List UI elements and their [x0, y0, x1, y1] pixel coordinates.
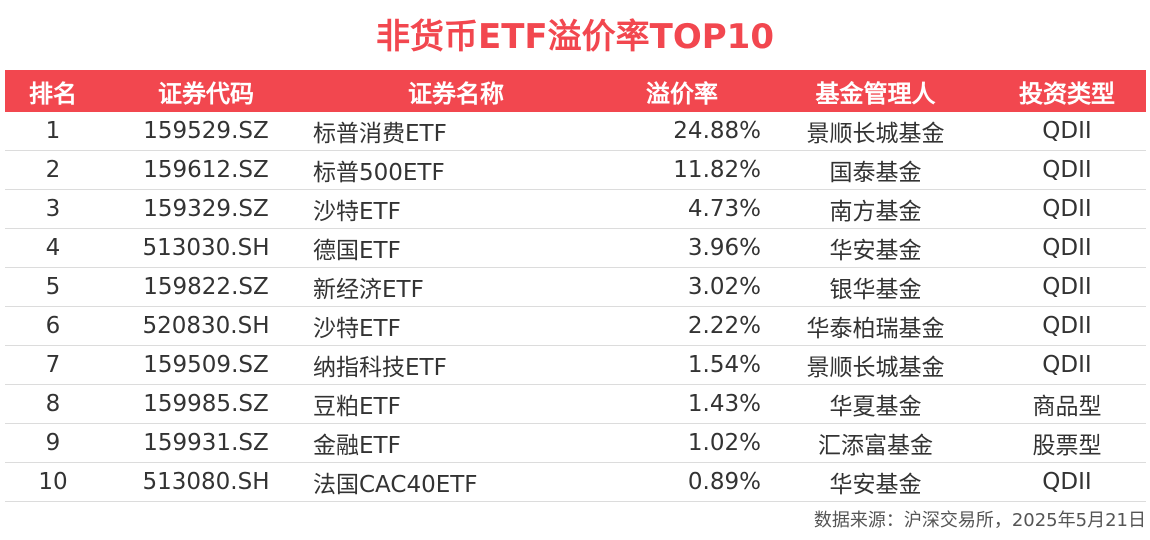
- cell-code: 159822.SZ: [143, 274, 269, 300]
- cell-type: QDII: [1042, 469, 1092, 495]
- table-header-row: 排名 证券代码 证券名称 溢价率 基金管理人 投资类型: [5, 70, 1146, 112]
- chart-title: 非货币ETF溢价率TOP10: [376, 17, 774, 57]
- table-row: 6 520830.SH 沙特ETF 2.22% 华泰柏瑞基金 QDII: [5, 307, 1146, 346]
- cell-rank: 1: [45, 118, 61, 144]
- table-row: 1 159529.SZ 标普消费ETF 24.88% 景顺长城基金 QDII: [5, 112, 1146, 151]
- cell-type: QDII: [1042, 196, 1092, 222]
- cell-code: 513080.SH: [142, 469, 270, 495]
- cell-manager: 景顺长城基金: [806, 121, 945, 147]
- cell-rank: 3: [45, 196, 61, 222]
- cell-name: 豆粕ETF: [313, 394, 401, 420]
- table-row: 3 159329.SZ 沙特ETF 4.73% 南方基金 QDII: [5, 190, 1146, 229]
- cell-manager: 华安基金: [829, 238, 922, 264]
- cell-code: 159509.SZ: [143, 352, 269, 378]
- cell-rank: 4: [45, 235, 61, 261]
- cell-name: 标普500ETF: [313, 160, 445, 186]
- cell-rank: 8: [45, 391, 61, 417]
- cell-premium: 0.89%: [687, 469, 761, 495]
- cell-premium: 24.88%: [673, 118, 761, 144]
- cell-type: 商品型: [1032, 394, 1102, 420]
- cell-name: 沙特ETF: [313, 199, 401, 225]
- cell-type: QDII: [1042, 118, 1092, 144]
- header-rank: 排名: [29, 79, 77, 108]
- header-name: 证券名称: [408, 79, 504, 108]
- cell-premium: 3.02%: [687, 274, 761, 300]
- cell-code: 159612.SZ: [143, 157, 269, 183]
- cell-code: 520830.SH: [142, 313, 270, 339]
- cell-manager: 景顺长城基金: [806, 355, 945, 381]
- cell-type: 股票型: [1032, 433, 1102, 459]
- header-code: 证券代码: [158, 79, 254, 108]
- cell-type: QDII: [1042, 235, 1092, 261]
- table-row: 10 513080.SH 法国CAC40ETF 0.89% 华安基金 QDII: [5, 463, 1146, 502]
- table-row: 8 159985.SZ 豆粕ETF 1.43% 华夏基金 商品型: [5, 385, 1146, 424]
- cell-type: QDII: [1042, 274, 1092, 300]
- cell-rank: 9: [45, 430, 61, 456]
- cell-rank: 2: [45, 157, 61, 183]
- cell-type: QDII: [1042, 352, 1092, 378]
- cell-premium: 1.02%: [687, 430, 761, 456]
- cell-code: 159529.SZ: [143, 118, 269, 144]
- cell-manager: 华安基金: [829, 472, 922, 498]
- cell-manager: 南方基金: [829, 199, 922, 225]
- cell-name: 新经济ETF: [313, 277, 424, 303]
- cell-manager: 国泰基金: [829, 160, 922, 186]
- table-row: 9 159931.SZ 金融ETF 1.02% 汇添富基金 股票型: [5, 424, 1146, 463]
- header-type: 投资类型: [1019, 79, 1115, 108]
- table-row: 4 513030.SH 德国ETF 3.96% 华安基金 QDII: [5, 229, 1146, 268]
- cell-name: 纳指科技ETF: [313, 355, 447, 381]
- cell-manager: 华泰柏瑞基金: [806, 316, 945, 342]
- cell-premium: 3.96%: [687, 235, 761, 261]
- header-manager: 基金管理人: [815, 79, 936, 108]
- table-row: 2 159612.SZ 标普500ETF 11.82% 国泰基金 QDII: [5, 151, 1146, 190]
- cell-code: 159931.SZ: [143, 430, 269, 456]
- cell-name: 法国CAC40ETF: [313, 472, 478, 498]
- premium-table: 排名 证券代码 证券名称 溢价率 基金管理人 投资类型 1 159529.SZ …: [5, 70, 1146, 502]
- cell-rank: 5: [45, 274, 61, 300]
- cell-code: 159985.SZ: [143, 391, 269, 417]
- cell-manager: 银华基金: [829, 277, 922, 303]
- cell-premium: 2.22%: [687, 313, 761, 339]
- cell-name: 德国ETF: [313, 238, 401, 264]
- cell-name: 沙特ETF: [313, 316, 401, 342]
- cell-rank: 10: [38, 469, 68, 495]
- cell-manager: 汇添富基金: [818, 433, 933, 459]
- header-premium: 溢价率: [646, 79, 718, 108]
- cell-premium: 4.73%: [687, 196, 761, 222]
- cell-manager: 华夏基金: [829, 394, 922, 420]
- table-row: 7 159509.SZ 纳指科技ETF 1.54% 景顺长城基金 QDII: [5, 346, 1146, 385]
- cell-type: QDII: [1042, 313, 1092, 339]
- cell-code: 159329.SZ: [143, 196, 269, 222]
- table-row: 5 159822.SZ 新经济ETF 3.02% 银华基金 QDII: [5, 268, 1146, 307]
- cell-rank: 6: [45, 313, 61, 339]
- cell-name: 标普消费ETF: [313, 121, 447, 147]
- cell-type: QDII: [1042, 157, 1092, 183]
- cell-rank: 7: [45, 352, 61, 378]
- cell-code: 513030.SH: [142, 235, 270, 261]
- cell-premium: 1.43%: [687, 391, 761, 417]
- data-source-note: 数据来源：沪深交易所，2025年5月21日: [813, 510, 1146, 531]
- cell-name: 金融ETF: [313, 433, 401, 459]
- cell-premium: 11.82%: [673, 157, 761, 183]
- cell-premium: 1.54%: [687, 352, 761, 378]
